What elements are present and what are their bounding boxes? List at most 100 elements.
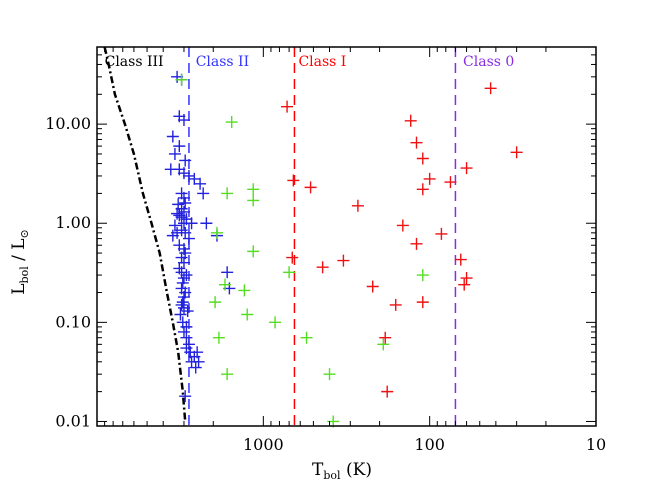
reference-curve [103, 46, 187, 422]
y-axis-title: Lbol / L⊙ [9, 229, 31, 295]
series-1-point-8 [416, 269, 429, 282]
x-tick-label-2: 10 [586, 435, 606, 454]
series-2-point-2 [281, 100, 294, 113]
series-2-point-17 [337, 254, 350, 267]
series-1-point-12 [241, 308, 254, 321]
series-0-point-42 [221, 266, 234, 279]
class-label-3: Class 0 [463, 54, 514, 70]
x-tick-label-1: 100 [414, 435, 445, 454]
series-0-point-56 [180, 320, 193, 333]
series-2-point-8 [287, 174, 300, 187]
series-0-point-66 [189, 361, 202, 374]
series-1-point-14 [212, 331, 225, 344]
series-0-point-7 [179, 154, 192, 167]
series-0-point-41 [175, 266, 188, 279]
y-tick-label-1: 1.00 [55, 213, 91, 232]
series-2-point-25 [379, 331, 392, 344]
series-1-point-15 [300, 331, 313, 344]
class-label-0: Class III [105, 54, 164, 70]
series-2-point-15 [410, 237, 423, 250]
series-0-point-10 [177, 167, 190, 180]
series-1-point-13 [269, 316, 282, 329]
series-0-point-67 [179, 390, 192, 403]
series-0-point-3 [177, 114, 190, 127]
series-1-point-18 [323, 368, 336, 381]
series-0-point-23 [175, 211, 188, 224]
series-2-point-10 [351, 199, 364, 212]
series-2-point-3 [404, 114, 417, 127]
series-2-point-19 [454, 253, 467, 266]
series-2-point-4 [410, 136, 423, 149]
series-0-point-51 [175, 298, 188, 311]
y-tick-label-0: 10.00 [45, 114, 91, 133]
series-0-point-38 [175, 251, 188, 264]
series-2-point-26 [381, 385, 394, 398]
series-2-point-24 [389, 298, 402, 311]
series-2-point-20 [460, 272, 473, 285]
series-2-point-5 [416, 152, 429, 165]
class-labels-layer: Class III Class II Class I Class 0 [105, 54, 515, 70]
series-1-point-7 [283, 266, 296, 279]
series-2-point-18 [316, 261, 329, 274]
series-0-point-11 [182, 169, 195, 182]
series-2-point-22 [366, 280, 379, 293]
data-points-layer [164, 70, 523, 428]
series-1-point-5 [210, 226, 223, 239]
series-1-point-2 [247, 183, 260, 196]
series-1-point-4 [247, 194, 260, 207]
series-0-point-5 [173, 140, 186, 153]
class-label-2: Class I [298, 54, 346, 70]
series-2-point-7 [416, 183, 429, 196]
series-0-point-58 [180, 331, 193, 344]
class-boundaries-layer [188, 47, 457, 426]
series-0-point-4 [166, 130, 179, 143]
series-0-point-32 [166, 229, 179, 242]
series-2-point-16 [286, 251, 299, 264]
series-0-point-16 [177, 191, 190, 204]
series-2-point-0 [484, 82, 497, 95]
series-1-point-3 [221, 187, 234, 200]
series-1-point-1 [225, 116, 238, 129]
series-1-point-6 [247, 245, 260, 258]
series-2-point-14 [435, 227, 448, 240]
series-0-point-33 [182, 232, 195, 245]
series-2-point-11 [444, 176, 457, 189]
x-tick-label-0: 1000 [243, 435, 284, 454]
series-0-point-22 [173, 209, 186, 222]
series-0-point-49 [177, 291, 190, 304]
series-1-point-11 [209, 296, 222, 309]
series-0-point-45 [176, 276, 189, 289]
series-0-point-28 [168, 219, 181, 232]
series-0-point-53 [181, 305, 194, 318]
series-2-point-6 [423, 172, 436, 185]
x-axis-title: Tbol (K) [312, 460, 372, 482]
series-0-point-12 [188, 172, 201, 185]
series-0-point-54 [174, 308, 187, 321]
y-tick-label-2: 0.10 [55, 312, 91, 331]
series-2-point-9 [304, 181, 317, 194]
series-2-point-1 [510, 146, 523, 159]
series-0-point-50 [176, 296, 189, 309]
series-1-point-10 [238, 284, 251, 297]
plot-frame [96, 46, 597, 427]
series-0-point-6 [168, 147, 181, 160]
series-0-point-57 [177, 325, 190, 338]
series-0-point-44 [177, 272, 190, 285]
series-1-point-16 [377, 338, 390, 351]
reference-curve-layer [103, 46, 187, 422]
series-2-point-21 [458, 278, 471, 291]
series-1-point-17 [221, 368, 234, 381]
series-2-point-23 [416, 296, 429, 309]
series-0-point-13 [194, 177, 207, 190]
y-tick-label-3: 0.01 [55, 411, 91, 430]
series-1-point-9 [219, 278, 232, 291]
class-label-1: Class II [196, 54, 249, 70]
series-0-point-26 [185, 217, 198, 230]
series-2-point-12 [460, 162, 473, 175]
series-0-point-27 [200, 217, 213, 230]
series-2-point-13 [396, 219, 409, 232]
series-1-point-0 [175, 73, 188, 86]
series-0-point-43 [180, 269, 193, 282]
ticks-layer: 10.00 1.00 0.10 0.01 1000 100 10 [45, 46, 606, 454]
